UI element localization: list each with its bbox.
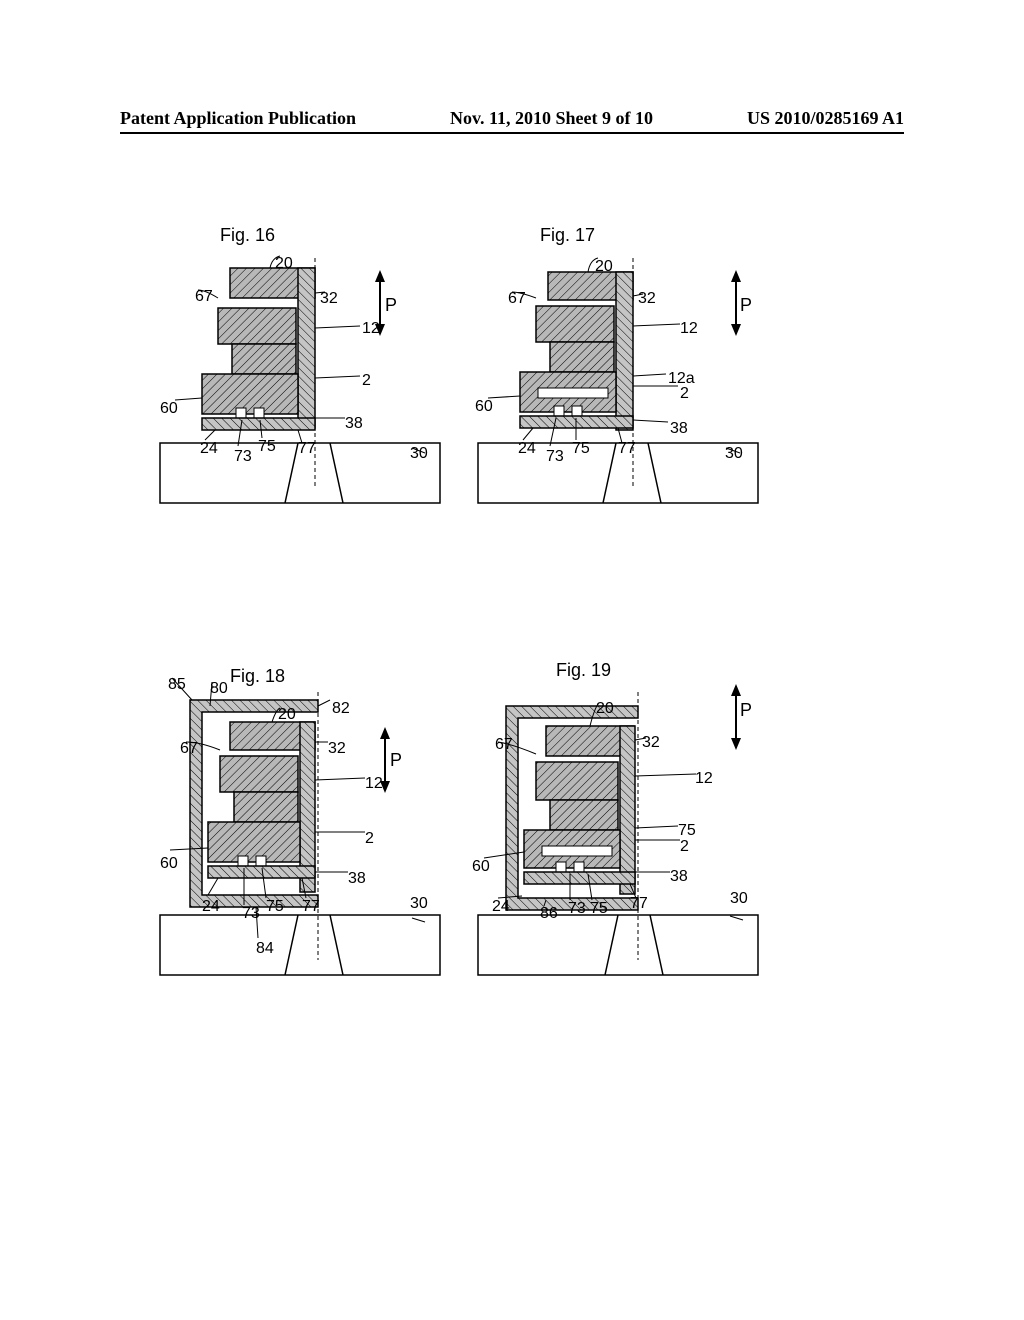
ref-60: 60: [160, 400, 178, 418]
fig-18: [160, 678, 440, 975]
ref-86: 86: [540, 905, 558, 923]
ref-12: 12: [695, 770, 713, 788]
ref-67: 67: [495, 736, 513, 754]
ref-82: 82: [332, 700, 350, 718]
ref-2: 2: [680, 838, 689, 856]
fig16-title: Fig. 16: [220, 225, 275, 246]
ref-73: 73: [234, 448, 252, 466]
ref-38: 38: [670, 868, 688, 886]
ref-67: 67: [195, 288, 213, 306]
fig19-title: Fig. 19: [556, 660, 611, 681]
ref-30: 30: [730, 890, 748, 908]
ref-30: 30: [725, 445, 743, 463]
ref-84: 84: [256, 940, 274, 958]
ref-12: 12: [680, 320, 698, 338]
ref-32: 32: [638, 290, 656, 308]
ref-20: 20: [275, 255, 293, 273]
ref-80: 80: [210, 680, 228, 698]
ref-67: 67: [508, 290, 526, 308]
ref-77: 77: [298, 440, 316, 458]
fig18-title: Fig. 18: [230, 666, 285, 687]
ref-38: 38: [670, 420, 688, 438]
ref-30: 30: [410, 895, 428, 913]
figures-canvas: [0, 0, 1024, 1320]
ref-75: 75: [590, 900, 608, 918]
ref-77: 77: [302, 898, 320, 916]
ref-73: 73: [242, 905, 260, 923]
ref-60: 60: [160, 855, 178, 873]
ref-20: 20: [596, 700, 614, 718]
ref-2: 2: [680, 385, 689, 403]
ref-85: 85: [168, 676, 186, 694]
ref-77: 77: [630, 895, 648, 913]
ref-30: 30: [410, 445, 428, 463]
ref-P: P: [390, 750, 402, 771]
fig-19: [478, 684, 758, 975]
ref-32: 32: [642, 734, 660, 752]
ref-P: P: [740, 295, 752, 316]
ref-P: P: [385, 295, 397, 316]
fig17-title: Fig. 17: [540, 225, 595, 246]
ref-24: 24: [200, 440, 218, 458]
ref-75: 75: [266, 898, 284, 916]
ref-38: 38: [345, 415, 363, 433]
ref-2: 2: [365, 830, 374, 848]
ref-24: 24: [518, 440, 536, 458]
ref-77: 77: [618, 440, 636, 458]
ref-20: 20: [278, 706, 296, 724]
ref-75: 75: [572, 440, 590, 458]
ref-24: 24: [202, 898, 220, 916]
ref-12: 12: [362, 320, 380, 338]
ref-38: 38: [348, 870, 366, 888]
ref-73: 73: [568, 900, 586, 918]
ref-32: 32: [320, 290, 338, 308]
ref-2: 2: [362, 372, 371, 390]
ref-P: P: [740, 700, 752, 721]
ref-75: 75: [258, 438, 276, 456]
ref-73: 73: [546, 448, 564, 466]
ref-60: 60: [475, 398, 493, 416]
ref-12: 12: [365, 775, 383, 793]
ref-60: 60: [472, 858, 490, 876]
ref-67: 67: [180, 740, 198, 758]
ref-20: 20: [595, 258, 613, 276]
ref-24: 24: [492, 898, 510, 916]
ref-32: 32: [328, 740, 346, 758]
